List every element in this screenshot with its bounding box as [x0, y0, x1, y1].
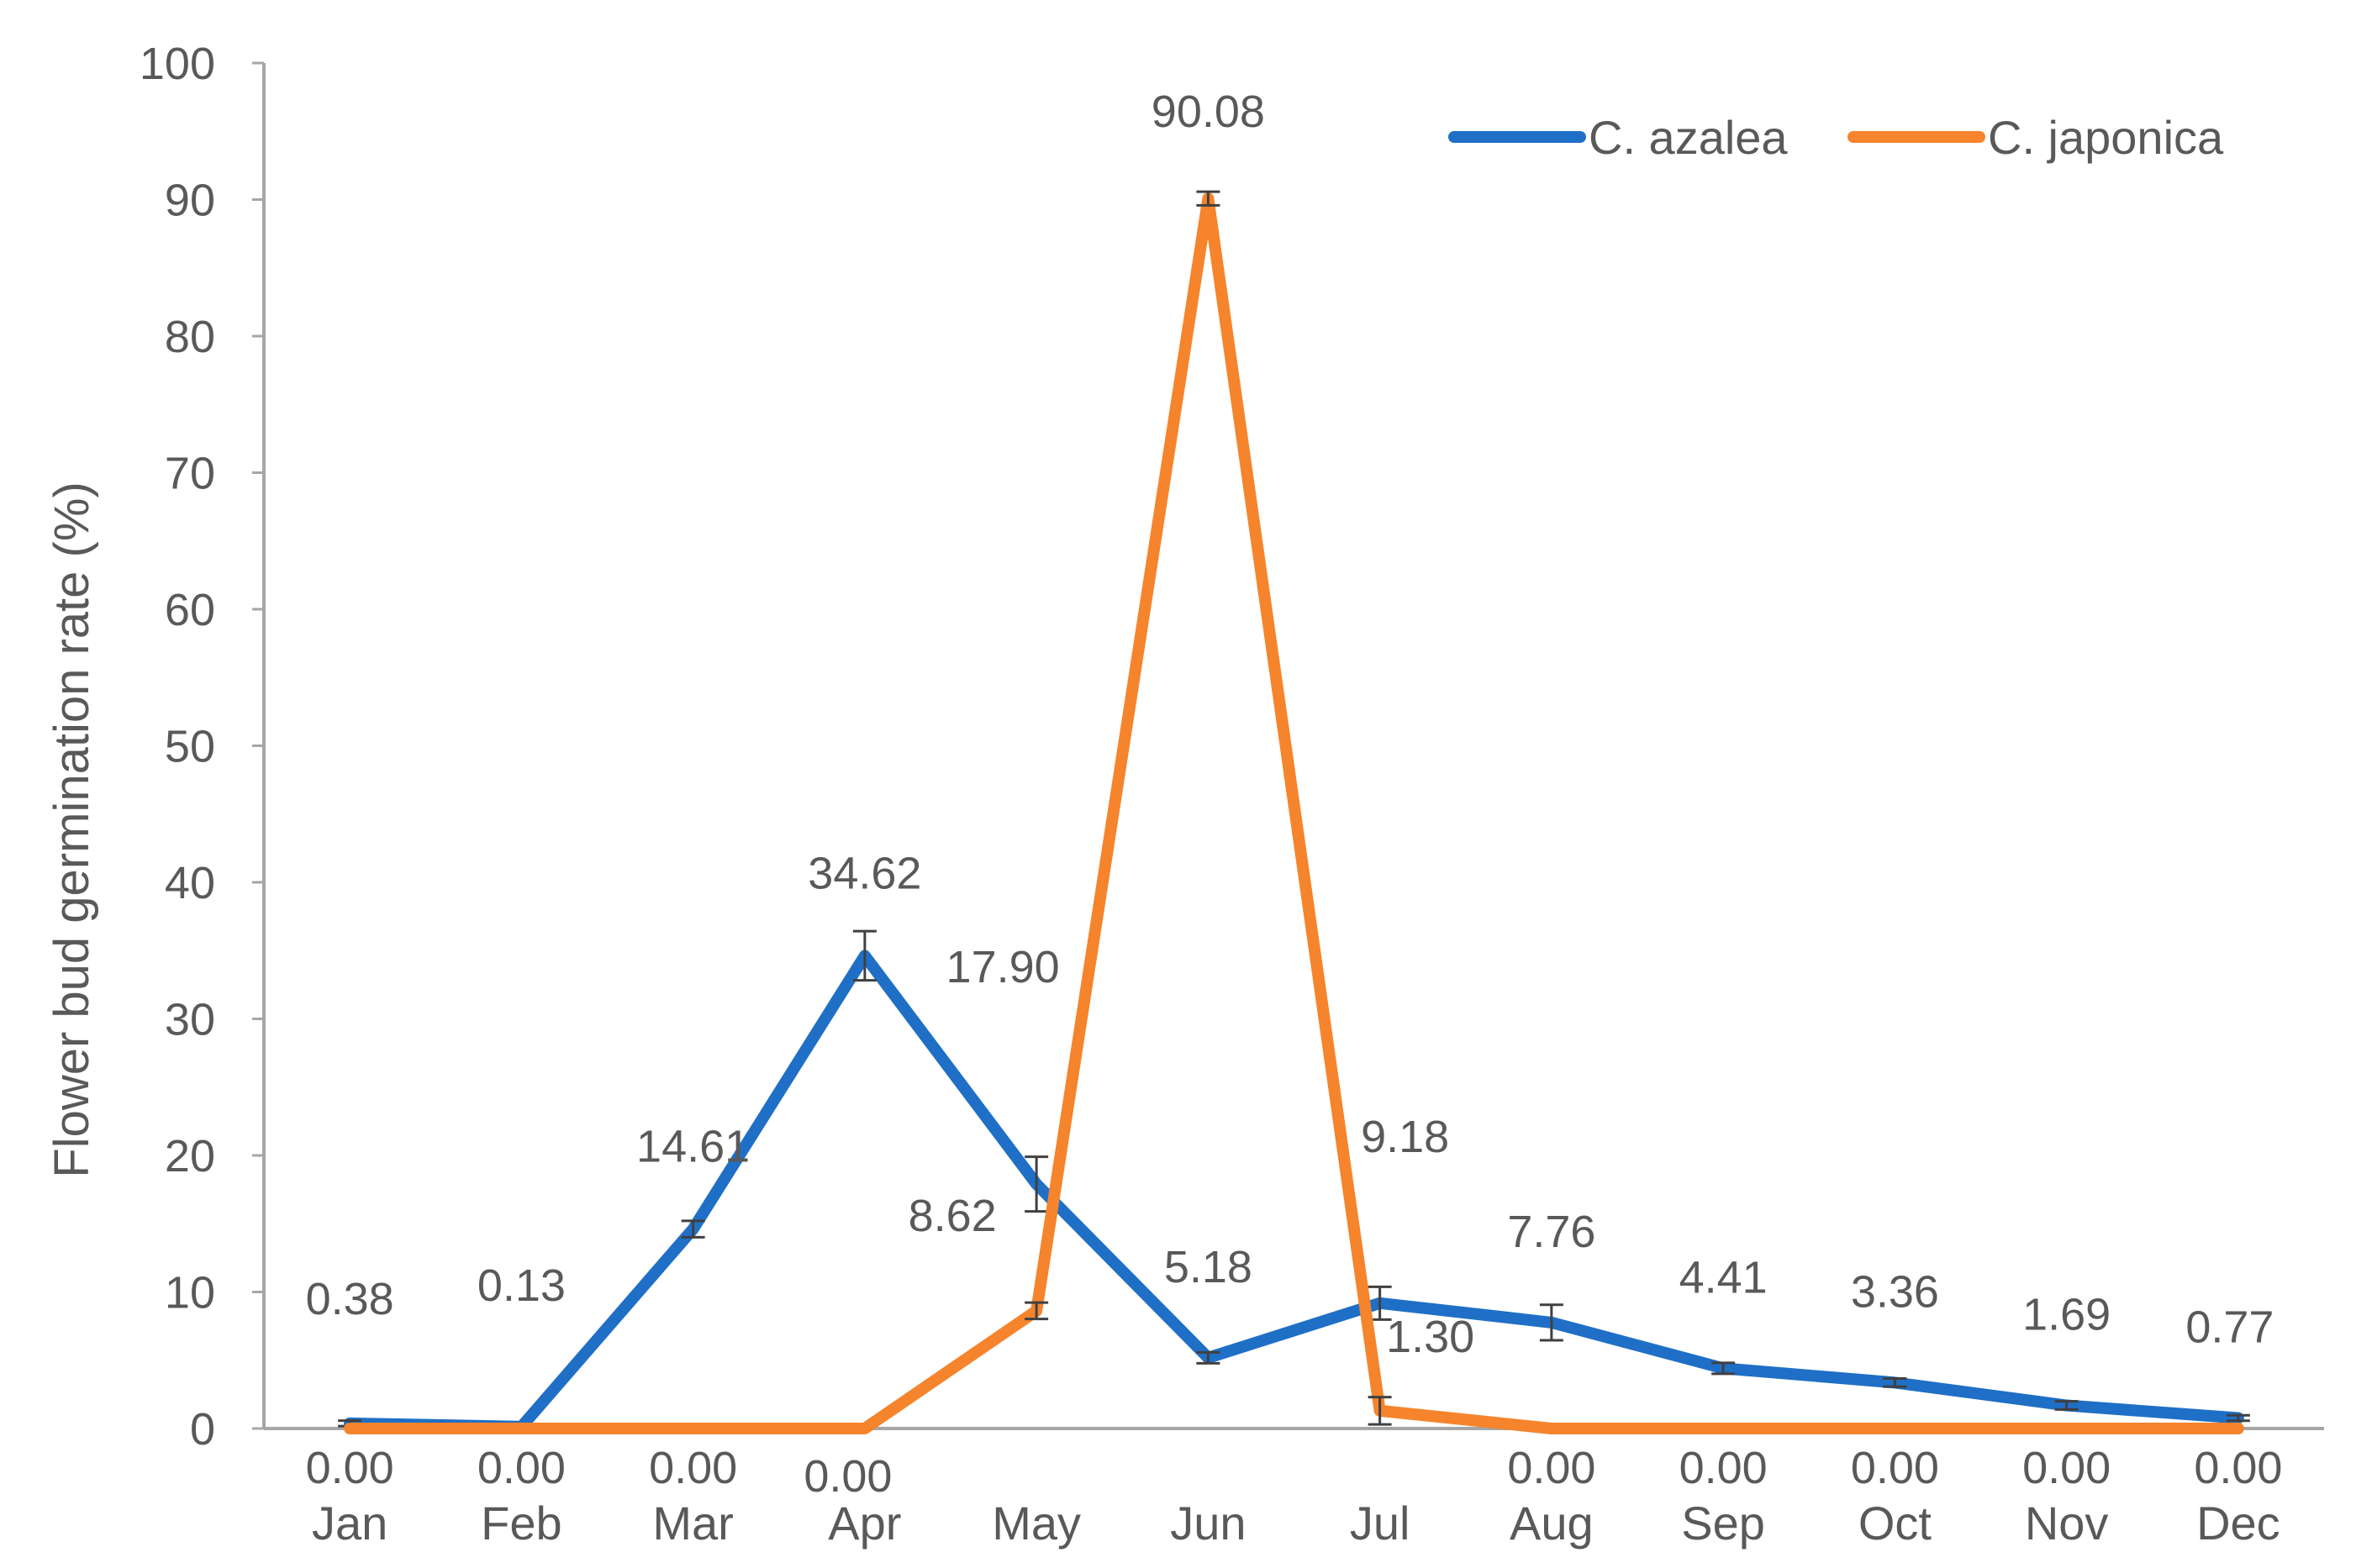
error-bar [2054, 1400, 2079, 1411]
error-bar [681, 1219, 705, 1239]
y-tick-label: 60 [165, 585, 215, 635]
axes [262, 63, 2324, 1430]
y-tick-label: 10 [165, 1268, 215, 1318]
x-tick-label: Sep [1681, 1497, 1765, 1550]
error-bar [1196, 190, 1220, 207]
y-axis-title: Flower bud germination rate (%) [45, 481, 99, 1177]
legend-label: C. azalea [1589, 111, 1788, 164]
y-tick-label: 50 [165, 722, 215, 772]
x-tick-label: Mar [652, 1497, 733, 1550]
x-tick-label: May [992, 1497, 1081, 1550]
c-azalea-data-label: 17.90 [946, 942, 1060, 992]
error-bar [2226, 1413, 2250, 1423]
series-line [344, 192, 2244, 1434]
c-japonica-data-label: 0.00 [1507, 1443, 1595, 1493]
data-labels: 0.38 0.13 14.61 34.62 17.90 5.18 9.18 7.76 4.41 3… [306, 87, 2283, 1502]
y-tick-label: 30 [165, 995, 215, 1045]
y-tick-label: 70 [165, 449, 215, 499]
series-c-japonica [344, 190, 2244, 1434]
c-azalea-data-label: 9.18 [1361, 1112, 1449, 1162]
x-tick-label: Dec [2196, 1497, 2280, 1550]
c-azalea-data-label: 0.38 [306, 1274, 394, 1324]
error-bar [1368, 1396, 1392, 1426]
c-japonica-data-label: 0.00 [306, 1443, 394, 1493]
y-tick-label: 20 [165, 1131, 215, 1181]
c-japonica-data-label: 0.00 [1679, 1443, 1768, 1493]
y-tick-label: 80 [165, 312, 215, 362]
legend-item: C. azalea [1448, 111, 1788, 164]
error-bar [1711, 1361, 1736, 1376]
x-tick-label: Feb [481, 1497, 562, 1550]
y-ticks: 0 10 20 30 40 50 60 70 80 90 100 [140, 39, 264, 1455]
x-tick-label: Apr [828, 1497, 901, 1550]
x-tick-label: Jul [1350, 1497, 1410, 1550]
c-azalea-data-label: 7.76 [1507, 1207, 1595, 1257]
c-azalea-data-label: 34.62 [808, 848, 921, 898]
c-azalea-data-label: 5.18 [1164, 1242, 1252, 1292]
c-azalea-data-label: 0.13 [477, 1260, 566, 1311]
c-japonica-data-label: 1.30 [1386, 1312, 1474, 1362]
c-japonica-data-label: 8.62 [909, 1191, 997, 1241]
x-tick-label: Aug [1510, 1497, 1594, 1550]
series-line [344, 950, 2244, 1433]
c-japonica-data-label: 0.00 [804, 1451, 892, 1502]
error-bar [1025, 1301, 1049, 1321]
y-tick-label: 90 [165, 176, 215, 226]
x-tick-label: Jan [312, 1497, 387, 1550]
y-tick-label: 0 [190, 1404, 215, 1455]
c-japonica-data-label: 0.00 [2194, 1443, 2282, 1493]
c-japonica-data-label: 0.00 [1851, 1443, 1939, 1493]
error-bar [1539, 1303, 1563, 1342]
x-tick-label: Oct [1858, 1497, 1932, 1550]
error-bar [1025, 1155, 1049, 1213]
series-c-azalea [338, 929, 2250, 1433]
legend-label: C. japonica [1988, 111, 2224, 164]
x-categories: Jan Feb Mar Apr May Jun Jul Aug Sep Oct Nov Dec [312, 1497, 2280, 1550]
y-tick-label: 100 [140, 39, 215, 89]
x-tick-label: Jun [1170, 1497, 1246, 1550]
series [338, 190, 2250, 1434]
c-japonica-data-label: 0.00 [477, 1443, 566, 1493]
c-azalea-data-label: 14.61 [636, 1122, 750, 1172]
c-azalea-data-label: 1.69 [2022, 1290, 2111, 1340]
legend: C. azalea C. japonica [1448, 111, 2224, 164]
c-azalea-data-label: 3.36 [1851, 1266, 1939, 1317]
error-bar [1883, 1377, 1907, 1388]
c-azalea-data-label: 4.41 [1679, 1252, 1768, 1302]
error-bar [852, 929, 877, 982]
c-azalea-data-label: 0.77 [2185, 1302, 2274, 1352]
x-tick-label: Nov [2025, 1497, 2109, 1550]
legend-item: C. japonica [1847, 111, 2224, 164]
c-japonica-data-label: 0.00 [649, 1443, 737, 1493]
c-japonica-data-label: 0.00 [2022, 1443, 2111, 1493]
c-japonica-data-label: 90.08 [1152, 87, 1265, 137]
error-bar [1196, 1350, 1220, 1365]
y-tick-label: 40 [165, 858, 215, 908]
